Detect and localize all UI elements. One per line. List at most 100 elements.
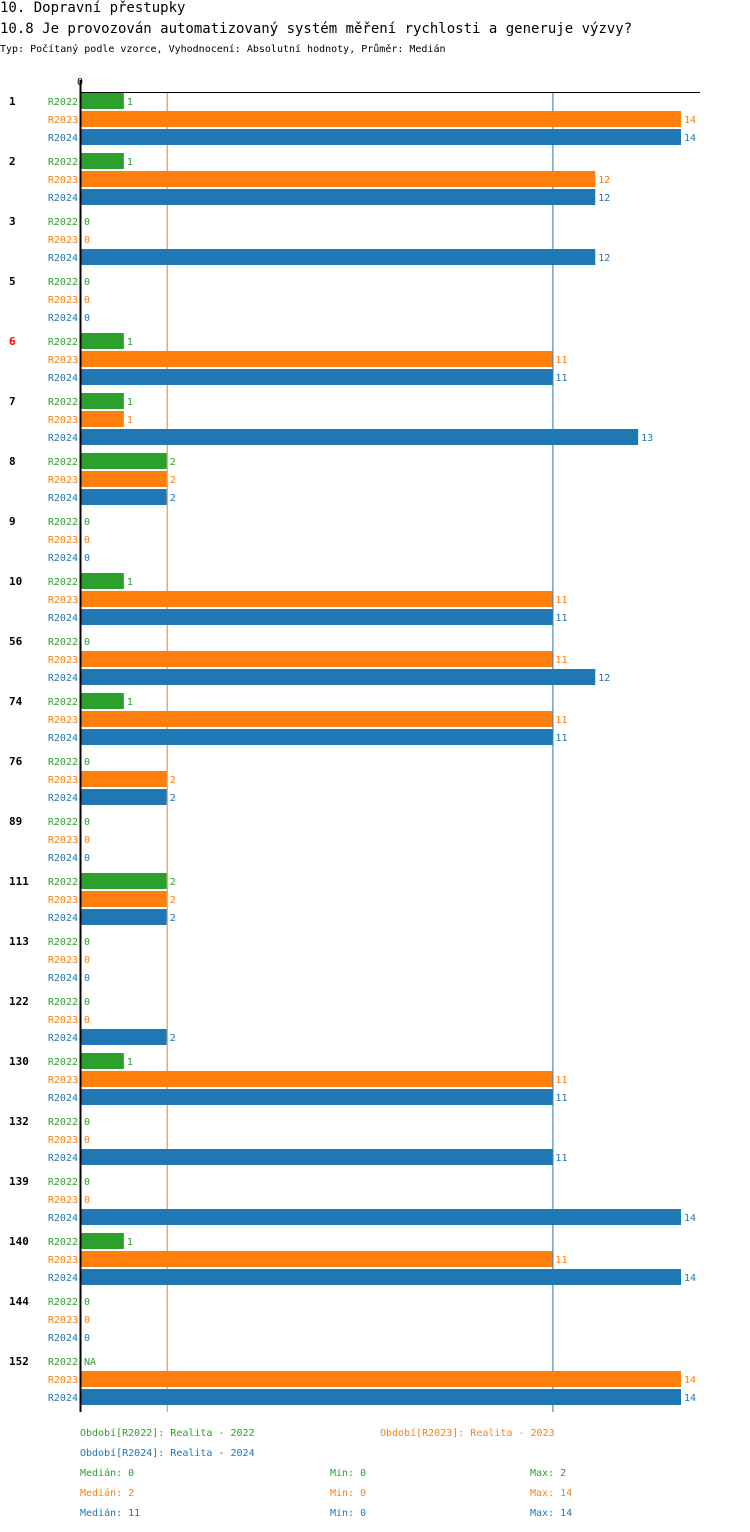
bar-r2024 [81, 1149, 553, 1165]
group-label: 6 [9, 335, 16, 348]
data-label: 2 [170, 493, 176, 504]
series-label: R2023 [48, 835, 78, 846]
data-label: 0 [84, 835, 90, 846]
bar-r2023 [81, 1371, 681, 1387]
bar-r2022 [81, 453, 167, 469]
bar-r2022 [81, 1233, 124, 1249]
data-label: 2 [170, 913, 176, 924]
bar-r2023 [81, 351, 553, 367]
stat-median-r2023: Medián: 2 [80, 1488, 135, 1499]
series-label: R2022 [48, 217, 78, 228]
bar-r2023 [81, 591, 553, 607]
data-label: 0 [84, 313, 90, 324]
series-label: R2022 [48, 1357, 78, 1368]
bar-r2024 [81, 1089, 553, 1105]
legend-r2023: Období[R2023]: Realita - 2023 [380, 1428, 555, 1439]
series-label: R2024 [48, 1153, 78, 1164]
data-label: 14 [684, 115, 696, 126]
data-label: 0 [84, 1117, 90, 1128]
series-label: R2022 [48, 937, 78, 948]
data-label: 11 [555, 613, 567, 624]
series-label: R2022 [48, 817, 78, 828]
series-label: R2024 [48, 733, 78, 744]
data-label: 11 [555, 715, 567, 726]
data-label: 0 [84, 853, 90, 864]
data-label: 0 [84, 1177, 90, 1188]
data-label: 14 [684, 1273, 696, 1284]
data-label: 0 [84, 217, 90, 228]
bar-r2023 [81, 891, 167, 907]
series-label: R2022 [48, 157, 78, 168]
series-label: R2022 [48, 1237, 78, 1248]
bar-r2023 [81, 1251, 553, 1267]
data-label: 2 [170, 895, 176, 906]
series-label: R2024 [48, 253, 78, 264]
series-label: R2024 [48, 973, 78, 984]
group-label: 152 [9, 1355, 29, 1368]
bar-r2022 [81, 333, 124, 349]
group-label: 10 [9, 575, 22, 588]
series-label: R2024 [48, 1333, 78, 1344]
series-label: R2023 [48, 115, 78, 126]
data-label: 0 [84, 973, 90, 984]
bar-r2024 [81, 249, 596, 265]
series-label: R2024 [48, 913, 78, 924]
data-label: 1 [127, 1237, 133, 1248]
data-label: 1 [127, 1057, 133, 1068]
bar-r2024 [81, 789, 167, 805]
group-label: 76 [9, 755, 23, 768]
series-label: R2024 [48, 1093, 78, 1104]
data-label: 0 [84, 637, 90, 648]
data-label: 12 [598, 673, 610, 684]
data-label: 12 [598, 253, 610, 264]
data-label: NA [84, 1357, 96, 1368]
group-label: 111 [9, 875, 29, 888]
group-label: 140 [9, 1235, 29, 1248]
data-label: 2 [170, 475, 176, 486]
series-label: R2022 [48, 1057, 78, 1068]
bar-r2024 [81, 189, 596, 205]
group-label: 130 [9, 1055, 29, 1068]
series-label: R2024 [48, 133, 78, 144]
group-label: 89 [9, 815, 22, 828]
data-label: 2 [170, 457, 176, 468]
group-label: 1 [9, 95, 16, 108]
series-label: R2022 [48, 997, 78, 1008]
series-label: R2024 [48, 553, 78, 564]
series-label: R2022 [48, 277, 78, 288]
data-label: 2 [170, 793, 176, 804]
stat-median-r2024: Medián: 11 [80, 1508, 141, 1519]
stat-max-r2022: Max: 2 [530, 1468, 567, 1479]
data-label: 1 [127, 157, 133, 168]
data-label: 1 [127, 97, 133, 108]
data-label: 0 [84, 553, 90, 564]
data-label: 11 [555, 733, 567, 744]
series-label: R2024 [48, 373, 78, 384]
data-label: 1 [127, 577, 133, 588]
bar-r2024 [81, 369, 553, 385]
series-label: R2023 [48, 1315, 78, 1326]
series-label: R2023 [48, 775, 78, 786]
bar-r2022 [81, 153, 124, 169]
series-label: R2023 [48, 1135, 78, 1146]
group-label: 8 [9, 455, 16, 468]
series-label: R2023 [48, 1015, 78, 1026]
data-label: 0 [84, 955, 90, 966]
stat-max-r2023: Max: 14 [530, 1488, 573, 1499]
series-label: R2022 [48, 457, 78, 468]
series-label: R2023 [48, 415, 78, 426]
data-label: 0 [84, 1195, 90, 1206]
series-label: R2024 [48, 1213, 78, 1224]
bar-chart: 01R20221R202314R2024142R20221R202312R202… [9, 77, 700, 1412]
data-label: 1 [127, 397, 133, 408]
series-label: R2023 [48, 655, 78, 666]
stat-min-r2022: Min: 0 [330, 1468, 367, 1479]
bar-r2022 [81, 393, 124, 409]
bar-r2023 [81, 1071, 553, 1087]
series-label: R2023 [48, 295, 78, 306]
data-label: 1 [127, 415, 133, 426]
data-label: 14 [684, 1393, 696, 1404]
series-label: R2024 [48, 493, 78, 504]
data-label: 0 [84, 817, 90, 828]
series-label: R2023 [48, 1075, 78, 1086]
